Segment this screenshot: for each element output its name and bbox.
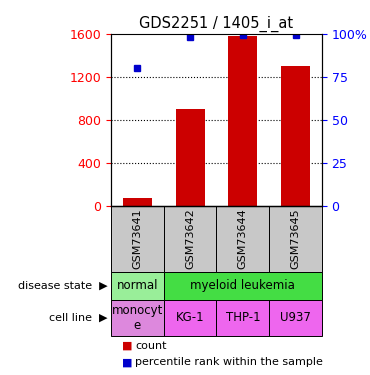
Bar	[111, 300, 164, 336]
Bar	[216, 300, 269, 336]
Bar	[269, 300, 322, 336]
Bar	[269, 206, 322, 272]
Text: percentile rank within the sample: percentile rank within the sample	[135, 357, 323, 368]
Bar	[111, 272, 164, 300]
Text: GSM73644: GSM73644	[238, 209, 248, 269]
Bar	[123, 198, 152, 206]
Text: myeloid leukemia: myeloid leukemia	[191, 279, 295, 292]
Bar	[176, 109, 205, 206]
Text: ■: ■	[122, 340, 132, 351]
Text: GSM73645: GSM73645	[290, 209, 300, 269]
Text: U937: U937	[280, 311, 311, 324]
Text: disease state  ▶: disease state ▶	[18, 281, 107, 291]
Title: GDS2251 / 1405_i_at: GDS2251 / 1405_i_at	[139, 16, 293, 32]
Text: normal: normal	[117, 279, 158, 292]
Text: cell line  ▶: cell line ▶	[49, 313, 107, 323]
Bar	[164, 206, 216, 272]
Bar	[281, 66, 310, 206]
Text: GSM73642: GSM73642	[185, 209, 195, 269]
Text: THP-1: THP-1	[225, 311, 260, 324]
Bar	[164, 272, 322, 300]
Text: KG-1: KG-1	[176, 311, 204, 324]
Text: GSM73641: GSM73641	[132, 209, 142, 269]
Text: ■: ■	[122, 357, 132, 368]
Bar	[228, 36, 257, 206]
Bar	[111, 206, 164, 272]
Bar	[216, 206, 269, 272]
Text: monocyt
e: monocyt e	[112, 304, 163, 332]
Text: count: count	[135, 340, 166, 351]
Bar	[164, 300, 216, 336]
